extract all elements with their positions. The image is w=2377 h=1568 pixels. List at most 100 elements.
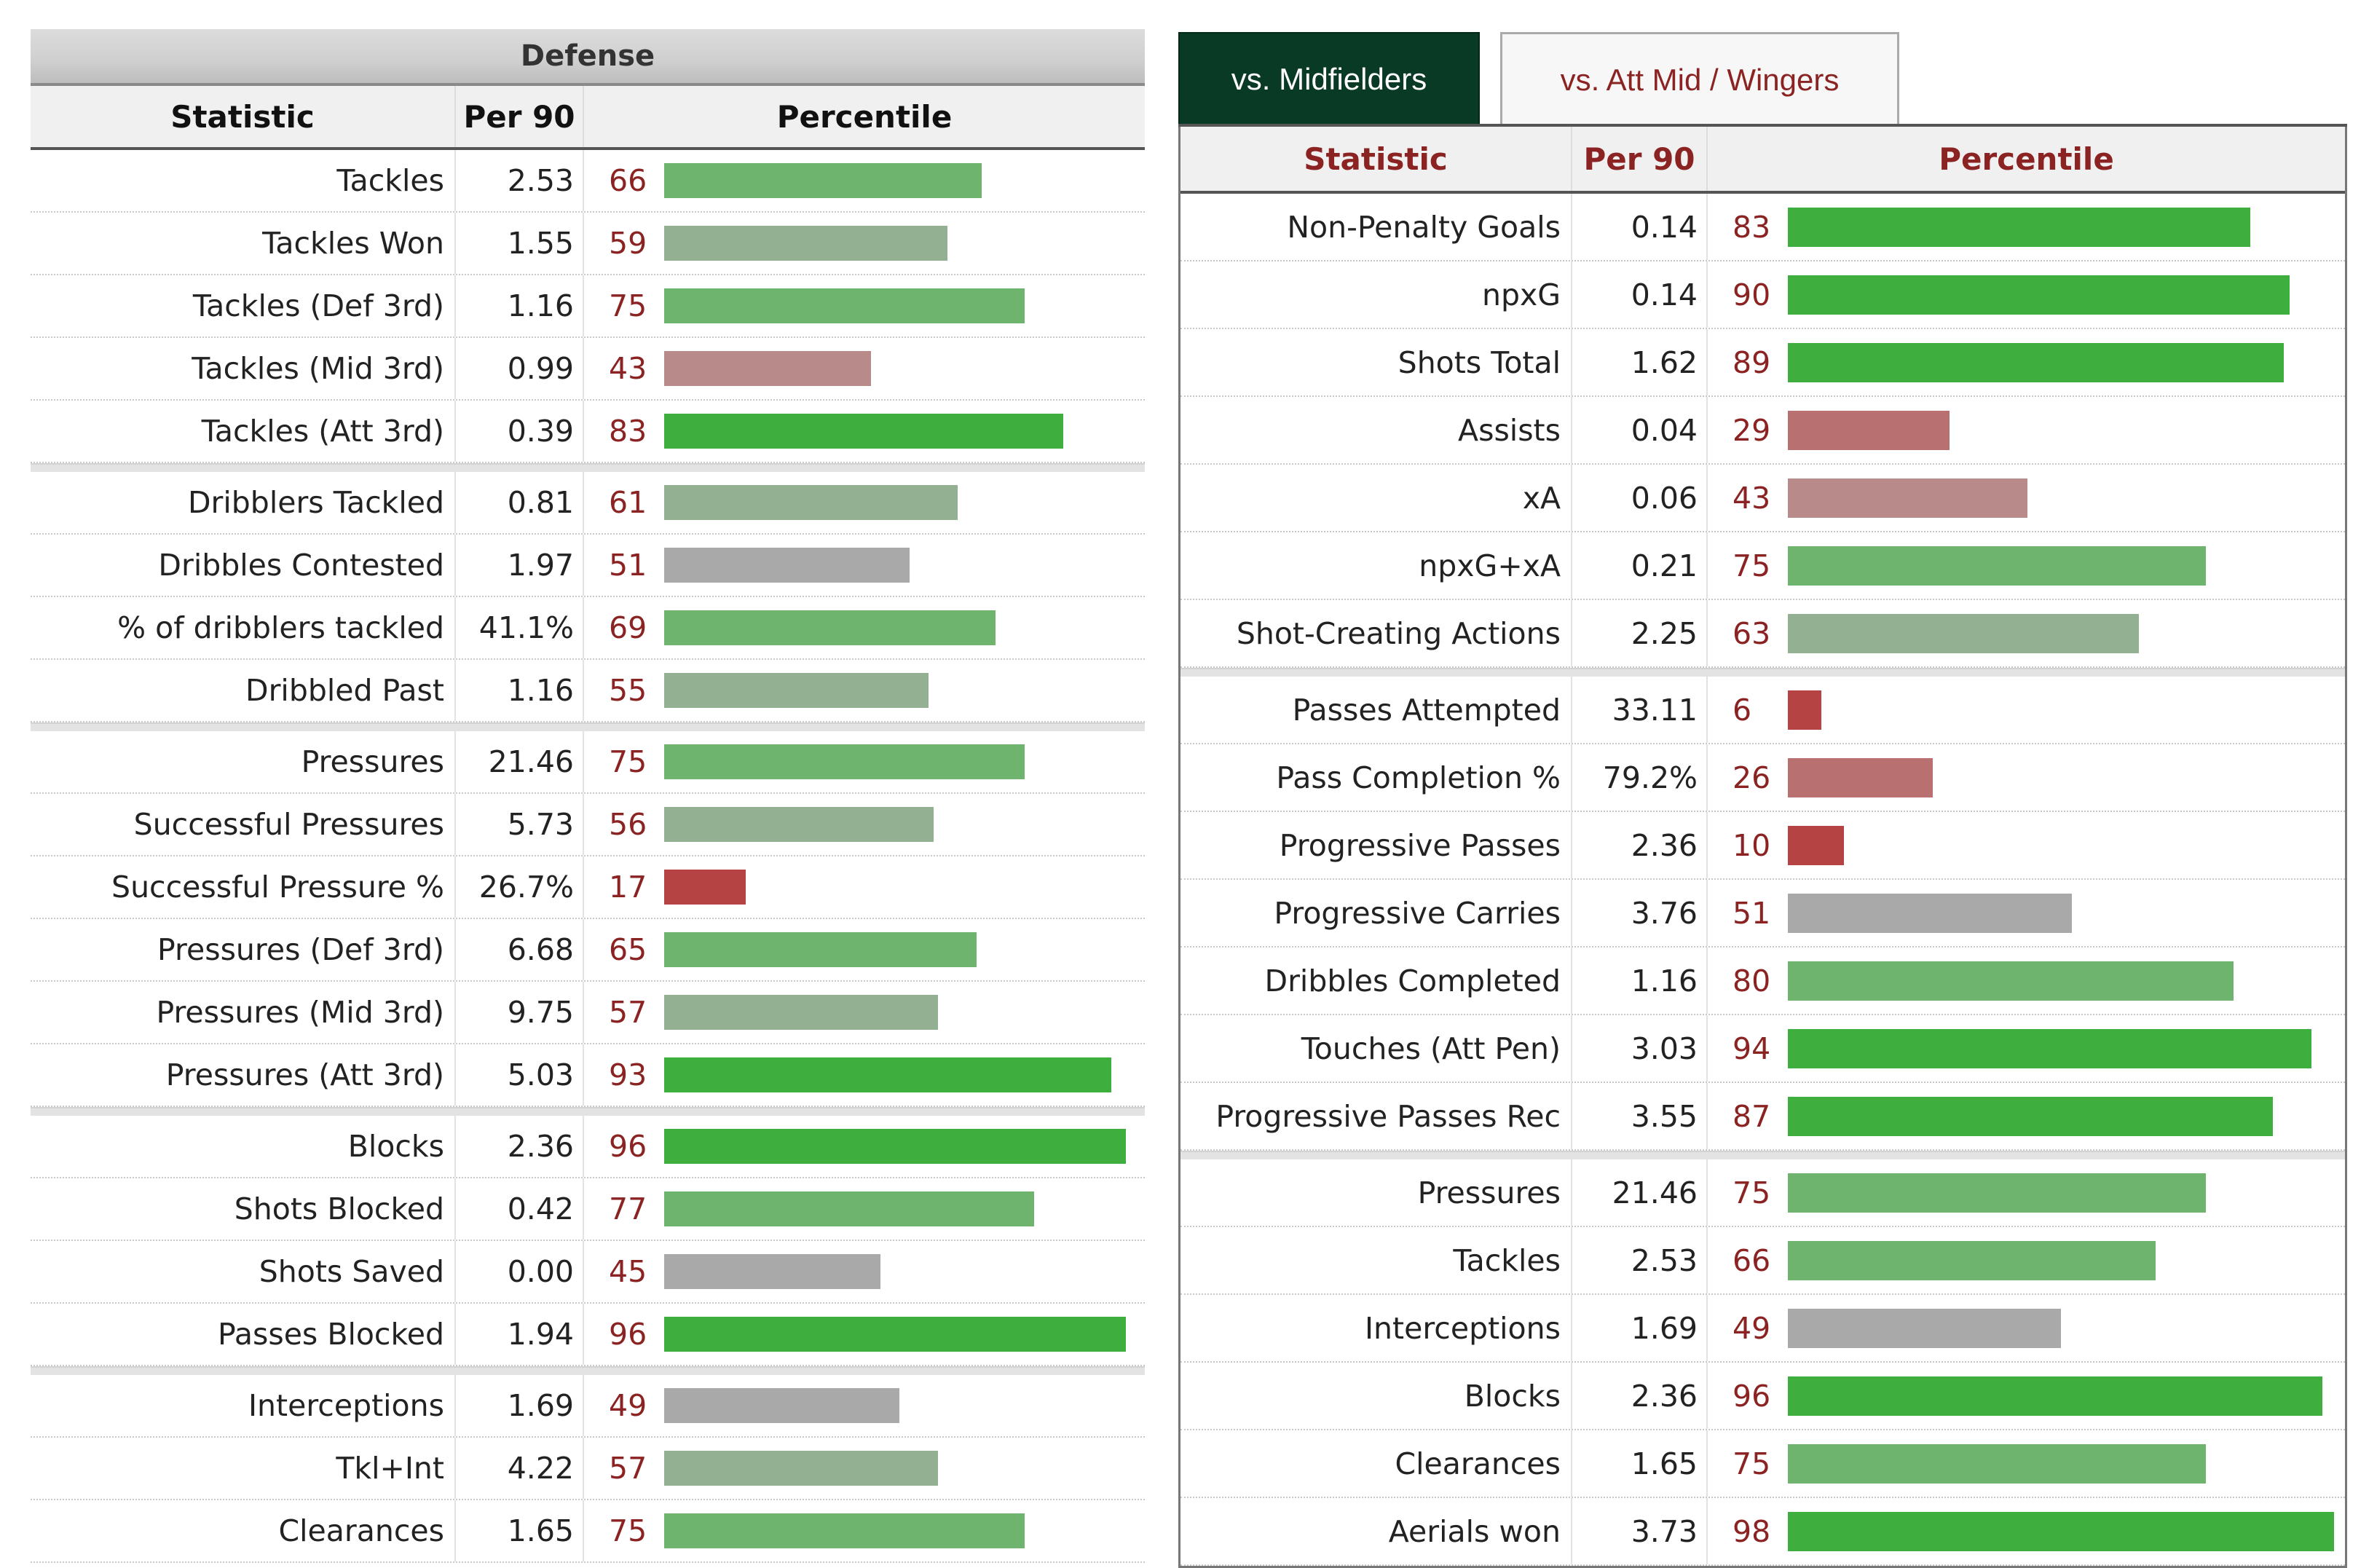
stat-label: Progressive Carries <box>1180 880 1572 946</box>
stat-label: Interceptions <box>1180 1295 1572 1361</box>
stat-label: Tackles <box>31 150 456 211</box>
percentile-value: 96 <box>1733 1378 1771 1414</box>
percentile-value: 59 <box>609 226 647 261</box>
stat-label: Touches (Att Pen) <box>1180 1015 1572 1082</box>
tab-vs-att-mid-wingers[interactable]: vs. Att Mid / Wingers <box>1500 32 1899 126</box>
percentile-bar <box>1788 1240 2156 1280</box>
percentile-bar <box>1788 1096 2273 1136</box>
stat-label: % of dribblers tackled <box>31 597 456 658</box>
percentile-value: 96 <box>609 1129 647 1164</box>
percentile-bar <box>664 673 929 708</box>
percentile-bar <box>1788 207 2250 247</box>
per90-value: 4.22 <box>456 1438 584 1499</box>
percentile-bar-cell <box>664 1375 1145 1436</box>
comparison-panel: vs. Midfielders vs. Att Mid / Wingers St… <box>1178 29 2347 1568</box>
per90-value: 1.65 <box>1572 1430 1708 1497</box>
table-row: Progressive Passes Rec 3.55 87 <box>1180 1083 2345 1151</box>
table-row: npxG 0.14 90 <box>1180 261 2345 329</box>
per90-value: 0.00 <box>456 1241 584 1302</box>
percentile-bar-cell <box>664 731 1145 792</box>
table-row: Interceptions 1.69 49 <box>1180 1295 2345 1363</box>
table-row: Pressures (Att 3rd) 5.03 93 <box>31 1044 1145 1107</box>
per90-value: 0.99 <box>456 338 584 399</box>
percentile-bar <box>664 1317 1126 1352</box>
table-row: xA 0.06 43 <box>1180 465 2345 532</box>
per90-value: 9.75 <box>456 982 584 1043</box>
percentile-value: 45 <box>609 1254 647 1289</box>
per90-value: 1.69 <box>1572 1295 1708 1361</box>
stat-label: Passes Blocked <box>31 1304 456 1365</box>
percentile-bar-cell <box>1788 677 2345 743</box>
group-divider <box>31 463 1145 472</box>
percentile-bar <box>664 807 934 842</box>
percentile-bar-cell <box>664 213 1145 274</box>
percentile-value: 66 <box>1733 1242 1771 1278</box>
per90-value: 1.16 <box>456 275 584 336</box>
percentile-bar <box>1788 1173 2206 1213</box>
percentile-bar <box>1788 613 2139 653</box>
stat-label: Assists <box>1180 397 1572 463</box>
percentile-bar-cell <box>1788 948 2345 1014</box>
percentile-bar <box>664 414 1063 449</box>
percentile-bar-cell <box>1788 1083 2345 1149</box>
percentile-value: 6 <box>1733 692 1752 728</box>
percentile-value: 69 <box>609 610 647 645</box>
percentile-bar <box>664 610 996 645</box>
table-row: Pass Completion % 79.2% 26 <box>1180 744 2345 812</box>
per90-value: 2.36 <box>456 1116 584 1177</box>
percentile-bar-cell <box>664 1500 1145 1561</box>
per90-value: 79.2% <box>1572 744 1708 811</box>
per90-value: 5.73 <box>456 794 584 855</box>
percentile-bar <box>664 1254 880 1289</box>
per90-value: 0.14 <box>1572 261 1708 328</box>
percentile-value: 98 <box>1733 1513 1771 1549</box>
percentile-bar-cell <box>664 401 1145 462</box>
stat-label: Pressures <box>31 731 456 792</box>
stat-label: Tackles (Att 3rd) <box>31 401 456 462</box>
percentile-value: 96 <box>609 1317 647 1352</box>
percentile-bar-cell <box>1788 194 2345 260</box>
table-row: Pressures 21.46 75 <box>1180 1159 2345 1227</box>
percentile-bar-cell <box>1788 744 2345 811</box>
table-row: Non-Penalty Goals 0.14 83 <box>1180 194 2345 261</box>
percentile-value: 75 <box>1733 1446 1771 1481</box>
per90-value: 2.25 <box>1572 600 1708 666</box>
per90-value: 1.94 <box>456 1304 584 1365</box>
table-body: Non-Penalty Goals 0.14 83 npxG 0.14 90 Shots T… <box>1180 194 2345 1566</box>
percentile-bar-cell <box>664 150 1145 211</box>
per90-value: 1.62 <box>1572 329 1708 395</box>
tab-vs-midfielders[interactable]: vs. Midfielders <box>1178 32 1480 127</box>
percentile-value: 83 <box>609 414 647 449</box>
stat-label: Blocks <box>31 1116 456 1177</box>
percentile-value: 80 <box>1733 963 1771 998</box>
percentile-bar-cell <box>664 338 1145 399</box>
percentile-bar-cell <box>1788 1159 2345 1226</box>
percentile-value: 17 <box>609 870 647 905</box>
percentile-value: 93 <box>609 1057 647 1092</box>
stat-label: Non-Penalty Goals <box>1180 194 1572 260</box>
table-row: Clearances 1.65 75 <box>1180 1430 2345 1498</box>
table-row: Shots Blocked 0.42 77 <box>31 1178 1145 1241</box>
per90-value: 3.73 <box>1572 1498 1708 1564</box>
percentile-value: 43 <box>609 351 647 386</box>
header-statistic: Statistic <box>31 86 456 147</box>
percentile-bar-cell <box>664 1116 1145 1177</box>
percentile-value: 75 <box>609 744 647 779</box>
percentile-value: 43 <box>1733 480 1771 516</box>
stat-label: Pass Completion % <box>1180 744 1572 811</box>
table-row: Dribblers Tackled 0.81 61 <box>31 472 1145 535</box>
per90-value: 6.68 <box>456 919 584 980</box>
percentile-value: 57 <box>609 1451 647 1486</box>
comparison-table: Statistic Per 90 Percentile Non-Penalty … <box>1178 127 2347 1568</box>
stat-label: Progressive Passes Rec <box>1180 1083 1572 1149</box>
percentile-bar <box>1788 893 2073 933</box>
stat-label: Tkl+Int <box>31 1438 456 1499</box>
percentile-value: 94 <box>1733 1031 1771 1066</box>
percentile-bar-cell <box>664 794 1145 855</box>
tab-underline <box>1178 124 2347 127</box>
table-row: Tackles 2.53 66 <box>1180 1227 2345 1295</box>
percentile-value: 10 <box>1733 827 1771 863</box>
percentile-bar-cell <box>1788 600 2345 666</box>
per90-value: 0.81 <box>456 472 584 533</box>
percentile-bar-cell <box>664 660 1145 721</box>
